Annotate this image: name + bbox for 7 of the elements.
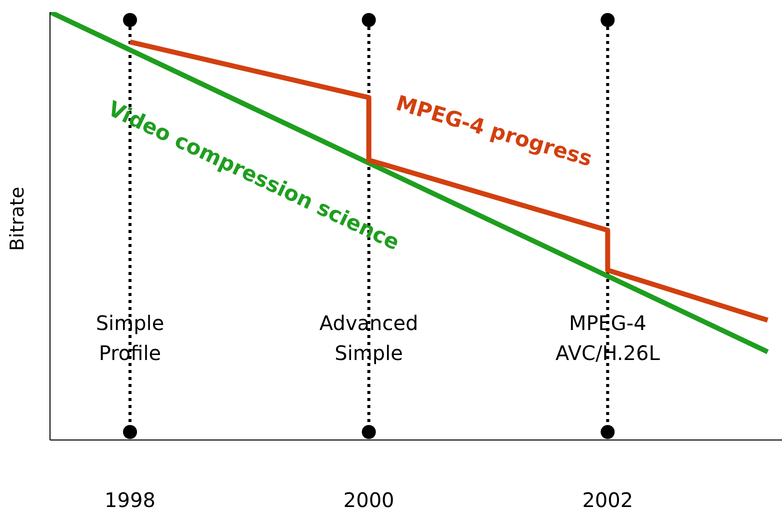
x-tick-label: 2002 — [582, 488, 634, 512]
x-tick-label: 2000 — [343, 488, 394, 512]
y-axis-title: Bitrate — [6, 186, 29, 251]
ref-line-label: MPEG-4 AVC/H.26L — [555, 311, 661, 365]
ref-line-label: Advanced Simple — [319, 311, 418, 365]
ref-line-label: Simple Profile — [96, 311, 164, 365]
x-tick-label: 1998 — [104, 488, 156, 512]
